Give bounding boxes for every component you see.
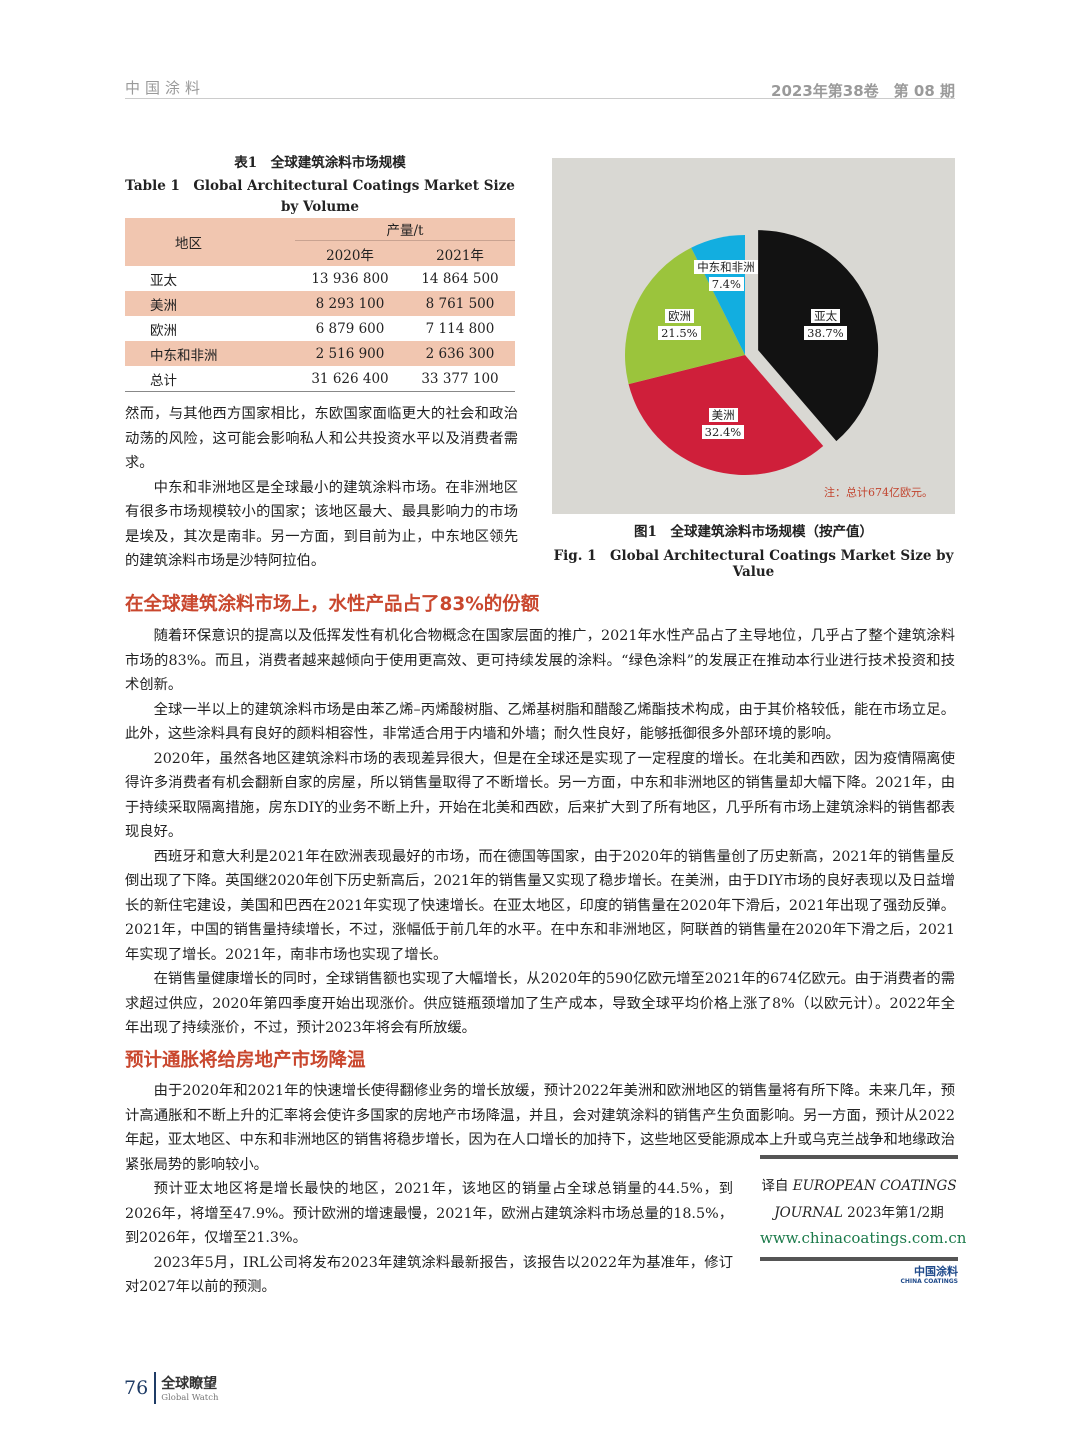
- cell-2021: 14 864 500: [421, 270, 499, 287]
- table-title-cn: 表1 全球建筑涂料市场规模: [234, 155, 406, 171]
- figure-title-en: Fig. 1 Global Architectural Coatings Mar…: [553, 548, 954, 580]
- table-row: 中东和非洲 2 516 900 2 636 300: [125, 341, 515, 366]
- left-column-text: 然而，与其他西方国家相比，东欧国家面临更大的社会和政治动荡的风险，这可能会影响私…: [125, 402, 518, 574]
- pie-slice-value: 32.4%: [701, 424, 745, 439]
- pie-chart-panel: 亚太 38.7% 美洲 32.4% 欧洲 21.5% 中东和非洲 7.4% 注：总计674亿欧…: [552, 158, 955, 514]
- cell-2021: 33 377 100: [421, 370, 499, 387]
- source-box: 译自 EUROPEAN COATINGS JOURNAL 2023年第1/2期 …: [760, 1155, 967, 1287]
- cell-2020: 13 936 800: [311, 270, 389, 287]
- page-number: 76: [124, 1377, 149, 1399]
- pie-slice-label: 中东和非洲: [694, 259, 758, 274]
- cell-region: 亚太: [150, 272, 177, 289]
- page-footer: 76 全球瞭望 Global Watch: [124, 1372, 218, 1404]
- paragraph: 在销售量健康增长的同时，全球销售额也实现了大幅增长，从2020年的590亿欧元增…: [125, 971, 955, 1036]
- cell-2020: 2 516 900: [315, 345, 385, 362]
- section-name-cn: 全球瞭望: [161, 1376, 218, 1392]
- paragraph: 由于2020年和2021年的快速增长使得翻修业务的增长放缓，预计2022年美洲和…: [125, 1083, 955, 1173]
- issue-info: 2023年第38卷 第 08 期: [771, 82, 955, 100]
- cell-2021: 7 114 800: [425, 320, 495, 337]
- divider: [760, 1257, 958, 1261]
- pie-slice-value: 21.5%: [658, 325, 701, 340]
- source-prefix: 译自: [761, 1178, 789, 1194]
- figure-title-cn: 图1 全球建筑涂料市场规模（按产值）: [634, 524, 873, 540]
- table-row: 美洲 8 293 100 8 761 500: [125, 291, 515, 316]
- table-row: 欧洲 6 879 600 7 114 800: [125, 316, 515, 341]
- section-1-text: 随着环保意识的提高以及低挥发性有机化合物概念在国家层面的推广，2021年水性产品…: [125, 624, 955, 1041]
- paragraph: 预计亚太地区将是增长最快的地区，2021年，该地区的销量占全球总销量的44.5%…: [125, 1181, 733, 1246]
- paragraph: 全球一半以上的建筑涂料市场是由苯乙烯–丙烯酸树脂、乙烯基树脂和醋酸乙烯酯技术构成…: [125, 701, 955, 743]
- cell-2020: 8 293 100: [315, 295, 385, 312]
- paragraph: 中东和非洲地区是全球最小的建筑涂料市场。在非洲地区有很多市场规模较小的国家；该地…: [125, 479, 518, 570]
- header-2021: 2021年: [436, 247, 484, 264]
- header-output: 产量/t: [295, 218, 515, 241]
- table-row-total: 总计 31 626 400 33 377 100: [125, 366, 515, 392]
- logo-cn: 中国涂料: [914, 1265, 958, 1278]
- source-journal-2: JOURNAL: [774, 1205, 843, 1221]
- journal-name: 中国涂料: [125, 79, 206, 97]
- paragraph: 2023年5月，IRL公司将发布2023年建筑涂料最新报告，该报告以2022年为…: [125, 1254, 733, 1296]
- cell-region: 美洲: [150, 297, 177, 314]
- paragraph: 2020年，虽然各地区建筑涂料市场的表现差异很大，但是在全球还是实现了一定程度的…: [125, 750, 955, 841]
- table-title-en: Table 1 Global Architectural Coatings Ma…: [125, 178, 515, 215]
- cell-2021: 2 636 300: [425, 345, 495, 362]
- header-divider: [125, 98, 955, 99]
- source-url[interactable]: www.chinacoatings.com.cn: [760, 1229, 967, 1247]
- pie-slice-value: 7.4%: [708, 276, 744, 291]
- section-heading-1: 在全球建筑涂料市场上，水性产品占了83%的份额: [125, 594, 540, 615]
- china-coatings-logo: 中国涂料 CHINA COATINGS: [760, 1265, 958, 1287]
- source-issue: 2023年第1/2期: [847, 1205, 944, 1221]
- section-name-en: Global Watch: [161, 1393, 219, 1403]
- footer-divider: [154, 1372, 157, 1404]
- section-heading-2: 预计通胀将给房地产市场降温: [125, 1050, 366, 1071]
- paragraph: 随着环保意识的提高以及低挥发性有机化合物概念在国家层面的推广，2021年水性产品…: [125, 628, 955, 693]
- table-header-row: 地区 产量/t: [125, 218, 515, 252]
- cell-2020: 31 626 400: [311, 370, 389, 387]
- pie-slice-label: 亚太: [811, 309, 841, 324]
- paragraph: 然而，与其他西方国家相比，东欧国家面临更大的社会和政治动荡的风险，这可能会影响私…: [125, 406, 518, 471]
- pie-slice-label: 美洲: [708, 407, 738, 422]
- logo-en: CHINA COATINGS: [900, 1278, 958, 1285]
- source-journal: EUROPEAN COATINGS: [792, 1178, 957, 1194]
- cell-2021: 8 761 500: [425, 295, 495, 312]
- cell-2020: 6 879 600: [315, 320, 385, 337]
- cell-region: 中东和非洲: [150, 347, 218, 364]
- header-region: 地区: [175, 236, 202, 252]
- table-row: 亚太 13 936 800 14 864 500: [125, 266, 515, 291]
- pie-slice-value: 38.7%: [804, 326, 847, 341]
- header-2020: 2020年: [326, 247, 374, 264]
- divider: [760, 1155, 958, 1159]
- pie-slice-label: 欧洲: [665, 308, 695, 323]
- cell-region: 欧洲: [150, 322, 177, 339]
- market-volume-table: 地区 产量/t 2020年 2021年 亚太 13 936 800 14 864 5…: [125, 218, 515, 392]
- cell-region: 总计: [150, 372, 177, 389]
- paragraph: 西班牙和意大利是2021年在欧洲表现最好的市场，而在德国等国家，由于2020年的…: [125, 848, 955, 963]
- chart-note: 注：总计674亿欧元。: [824, 486, 933, 499]
- section-2-text-narrow: 预计亚太地区将是增长最快的地区，2021年，该地区的销量占全球总销量的44.5%…: [125, 1177, 733, 1300]
- pie-chart: [625, 230, 879, 476]
- section-2-text: 由于2020年和2021年的快速增长使得翻修业务的增长放缓，预计2022年美洲和…: [125, 1079, 955, 1177]
